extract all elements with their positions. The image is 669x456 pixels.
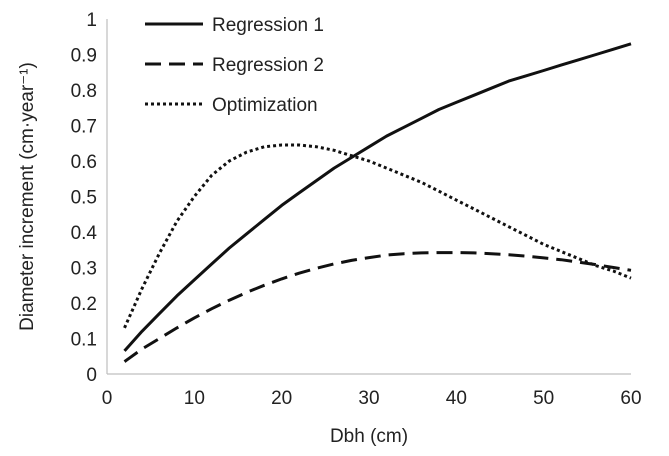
- legend-label: Regression 2: [212, 55, 324, 76]
- x-tick-label: 50: [533, 388, 554, 409]
- x-tick-label: 40: [446, 388, 467, 409]
- y-tick-label: 0: [86, 365, 97, 386]
- y-tick-label: 0.1: [71, 330, 97, 351]
- y-tick-label: 0.9: [71, 46, 97, 67]
- y-tick-label: 0.2: [71, 294, 97, 315]
- series-line-2: [123, 251, 632, 363]
- legend: Regression 1 Regression 2 Optimization: [145, 15, 324, 116]
- x-tick-label: 0: [102, 388, 113, 409]
- y-tick-label: 0.8: [71, 81, 97, 102]
- x-axis-title: Dbh (cm): [330, 426, 408, 447]
- x-tick-label: 30: [358, 388, 379, 409]
- series-lines: [123, 42, 632, 363]
- y-tick-label: 0.5: [71, 188, 97, 209]
- legend-label: Optimization: [212, 95, 318, 116]
- axes: [106, 19, 631, 375]
- y-tick-label: 0.3: [71, 259, 97, 280]
- y-axis-title: Diameter increment (cm·year⁻¹): [17, 62, 38, 331]
- y-tick-labels: 0 0.1 0.2 0.3 0.4 0.5 0.6 0.7 0.8 0.9 1: [71, 10, 98, 386]
- x-tick-label: 60: [620, 388, 641, 409]
- x-tick-labels: 0 10 20 30 40 50 60: [102, 388, 642, 409]
- y-tick-label: 0.7: [71, 117, 97, 138]
- y-tick-label: 0.4: [71, 223, 98, 244]
- legend-label: Regression 1: [212, 15, 324, 36]
- x-tick-label: 20: [271, 388, 292, 409]
- series-line-1: [123, 42, 632, 352]
- y-tick-label: 0.6: [71, 152, 97, 173]
- y-tick-label: 1: [86, 10, 97, 31]
- series-line-3: [123, 143, 632, 329]
- x-tick-label: 10: [184, 388, 205, 409]
